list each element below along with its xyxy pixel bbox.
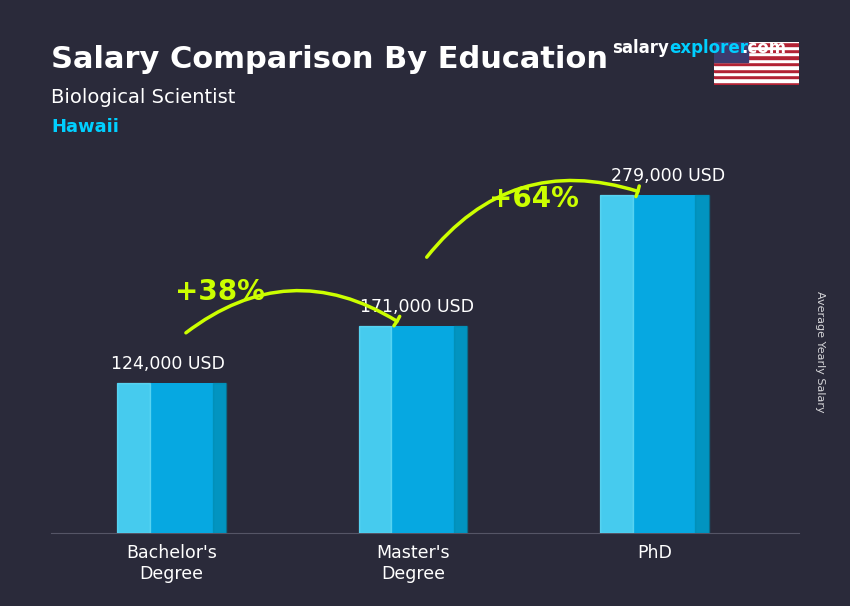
Bar: [714, 45, 799, 49]
Bar: [714, 65, 799, 68]
Bar: [714, 42, 799, 45]
Text: Biological Scientist: Biological Scientist: [51, 88, 235, 107]
Text: Average Yearly Salary: Average Yearly Salary: [815, 291, 825, 412]
Bar: [714, 56, 799, 59]
Text: .com: .com: [741, 39, 786, 58]
Bar: [714, 49, 799, 52]
Bar: [600, 195, 632, 533]
Text: salary: salary: [612, 39, 669, 58]
Bar: [714, 39, 799, 42]
Bar: [359, 326, 391, 533]
Text: explorer: explorer: [669, 39, 748, 58]
Bar: [359, 326, 468, 533]
Text: Hawaii: Hawaii: [51, 118, 119, 136]
Text: Salary Comparison By Education: Salary Comparison By Education: [51, 45, 608, 75]
Bar: [714, 62, 799, 65]
Text: 124,000 USD: 124,000 USD: [111, 355, 225, 373]
Bar: [454, 326, 468, 533]
Bar: [117, 383, 150, 533]
Bar: [714, 75, 799, 78]
Bar: [714, 82, 799, 85]
Bar: [714, 78, 799, 82]
Bar: [714, 72, 799, 75]
Bar: [714, 42, 748, 62]
Bar: [714, 68, 799, 72]
Bar: [600, 195, 709, 533]
Bar: [714, 52, 799, 56]
Text: 171,000 USD: 171,000 USD: [360, 298, 473, 316]
Text: +38%: +38%: [175, 278, 265, 306]
Bar: [117, 383, 226, 533]
Bar: [695, 195, 709, 533]
Text: 279,000 USD: 279,000 USD: [611, 167, 725, 185]
Bar: [714, 59, 799, 62]
Text: +64%: +64%: [489, 185, 579, 213]
Bar: [212, 383, 226, 533]
